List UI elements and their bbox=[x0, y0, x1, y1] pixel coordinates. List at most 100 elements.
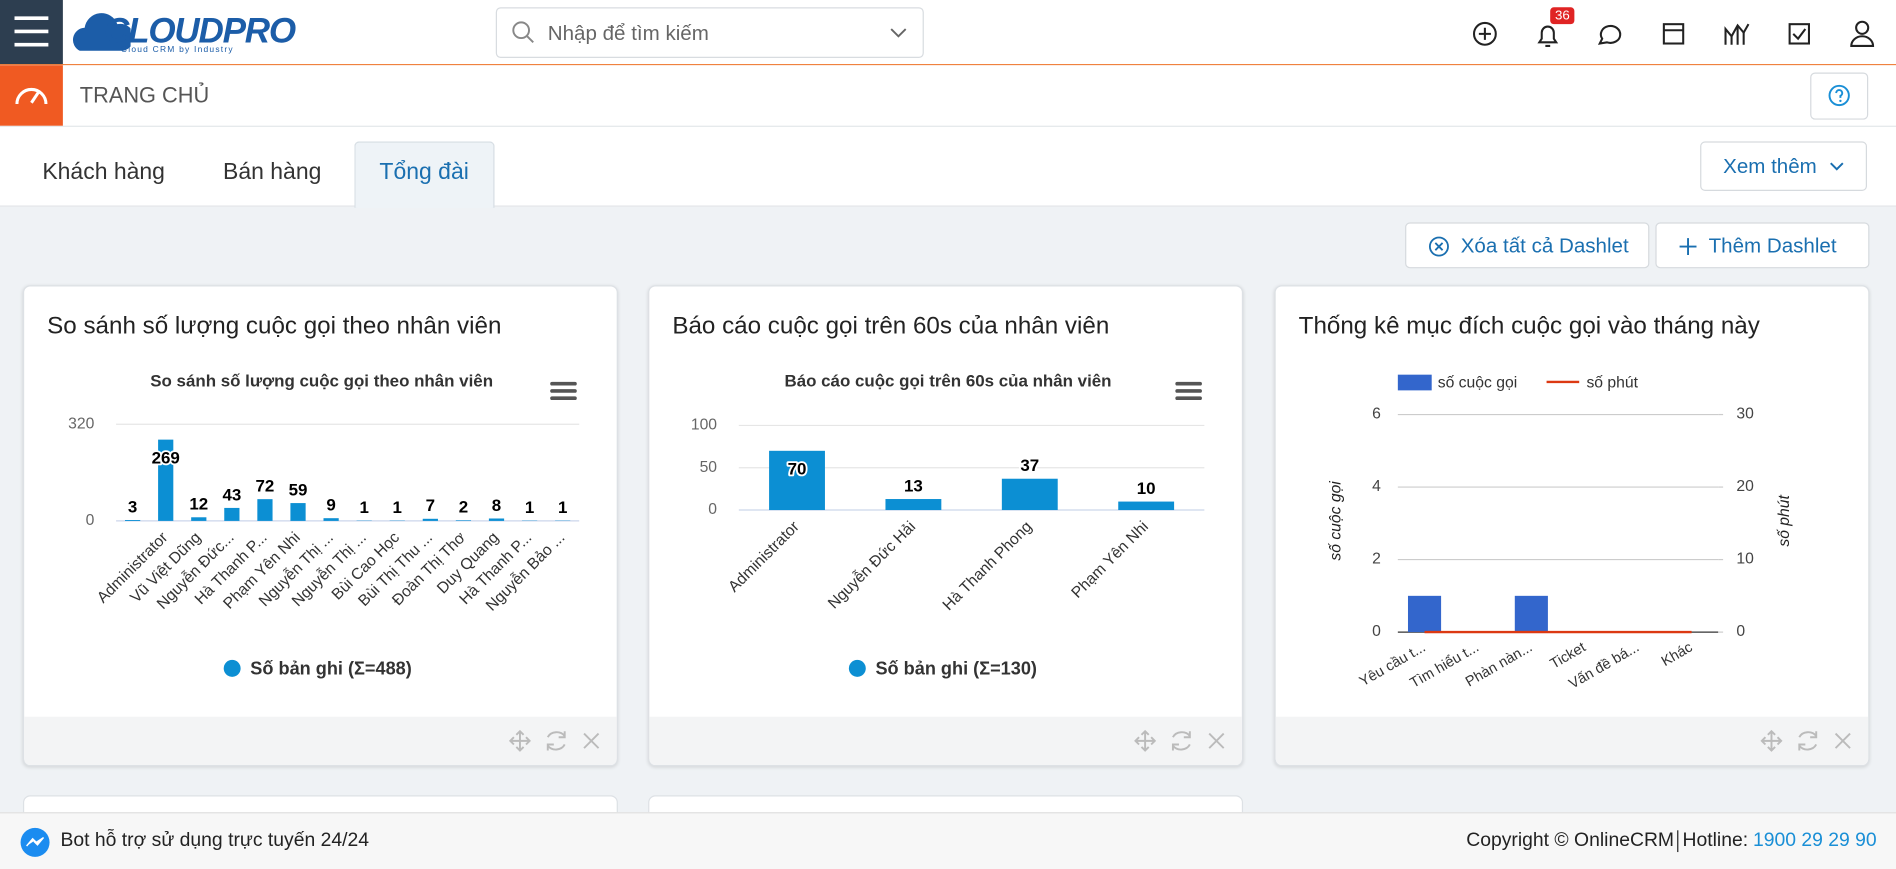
data-label: 1 bbox=[359, 498, 368, 517]
y2-tick-label: 20 bbox=[1736, 478, 1754, 495]
tool-icons bbox=[1134, 729, 1225, 752]
legend-symbol bbox=[848, 659, 866, 677]
dashlet-tools[interactable] bbox=[24, 717, 617, 765]
data-label: 7 bbox=[426, 496, 435, 515]
more-label: Xem thêm bbox=[1723, 154, 1817, 178]
close-icon bbox=[1834, 732, 1851, 749]
bar bbox=[191, 517, 207, 521]
dashboard-icon bbox=[0, 65, 63, 126]
bar bbox=[323, 518, 339, 521]
messenger-icon[interactable] bbox=[19, 827, 50, 858]
menu-button[interactable] bbox=[0, 0, 63, 65]
refresh-icon bbox=[546, 731, 566, 751]
y-tick-label: 0 bbox=[1372, 623, 1381, 640]
more-button[interactable]: Xem thêm bbox=[1700, 141, 1868, 191]
y-tick-label: 4 bbox=[1372, 478, 1381, 495]
help-button[interactable] bbox=[1810, 72, 1869, 120]
x-tick-label: Khác bbox=[1659, 640, 1696, 670]
close-icon bbox=[583, 732, 600, 749]
footer: Bot hỗ trợ sử dụng trực tuyến 24/24 Copy… bbox=[0, 812, 1896, 869]
button-label: Xóa tất cả Dashlet bbox=[1460, 234, 1629, 258]
tool-icons bbox=[508, 729, 600, 752]
refresh-icon bbox=[1798, 731, 1818, 751]
data-label: 9 bbox=[326, 496, 335, 515]
hotline-label: Hotline: bbox=[1682, 830, 1749, 851]
x-tick-label: Hà Thanh Phong bbox=[940, 518, 1036, 614]
chart-menu-icon bbox=[1175, 396, 1202, 401]
dashlet-title: Thống kê mục đích cuộc gọi vào tháng này bbox=[1298, 313, 1760, 340]
dashlet: So sánh số lượng cuộc gọi theo nhân viên… bbox=[22, 285, 618, 767]
chart-title: Báo cáo cuộc gọi trên 60s của nhân viên bbox=[784, 371, 1111, 390]
dashlet-tools[interactable] bbox=[649, 717, 1242, 765]
bar bbox=[257, 499, 273, 521]
y-tick-label: 0 bbox=[86, 512, 95, 529]
search-box[interactable]: Nhập để tìm kiếm bbox=[495, 7, 924, 59]
page-header: TRANG CHỦ bbox=[0, 65, 1896, 127]
toolbar-icons[interactable] bbox=[1463, 12, 1886, 56]
data-label: 70 bbox=[788, 460, 807, 479]
chart-menu-icon bbox=[550, 396, 577, 401]
legend-label: số cuộc gọi bbox=[1438, 374, 1517, 391]
data-label: 12 bbox=[189, 495, 208, 514]
dashlet-footer bbox=[24, 716, 617, 766]
data-label: 37 bbox=[1020, 456, 1039, 475]
tab[interactable]: Bán hàng bbox=[223, 159, 322, 185]
dashlet-footer bbox=[649, 716, 1242, 766]
top-bar: CLOUDPRO Cloud CRM by Industry Nhập để t… bbox=[0, 0, 1896, 66]
logo-tagline: Cloud CRM by Industry bbox=[120, 45, 234, 55]
dashlet-title: So sánh số lượng cuộc gọi theo nhân viên bbox=[47, 313, 502, 340]
dashlet: Thống kê mục đích cuộc gọi vào tháng này… bbox=[1274, 285, 1870, 767]
dashlet-tools[interactable] bbox=[1276, 717, 1869, 765]
bar bbox=[1514, 595, 1548, 633]
chart: Báo cáo cuộc gọi trên 60s của nhân viên 0… bbox=[691, 371, 1205, 678]
legend-label: Số bản ghi (Σ=130) bbox=[875, 658, 1036, 678]
close-icon bbox=[1208, 732, 1225, 749]
y-tick-label: 2 bbox=[1372, 551, 1381, 568]
tool-icons bbox=[1760, 729, 1851, 752]
y-tick-label: 0 bbox=[708, 501, 717, 518]
notification-badge: 36 bbox=[1550, 7, 1575, 25]
logo[interactable]: CLOUDPRO bbox=[103, 12, 296, 51]
bar bbox=[455, 520, 472, 521]
chart-menu-icon bbox=[550, 381, 577, 386]
data-label: 10 bbox=[1137, 479, 1156, 498]
tab[interactable]: Tổng đài bbox=[354, 141, 495, 208]
data-label: 13 bbox=[904, 476, 923, 495]
legend-symbol bbox=[1397, 374, 1432, 391]
move-icon bbox=[1134, 729, 1157, 752]
clear-dashlets-button[interactable]: Xóa tất cả Dashlet bbox=[1405, 222, 1650, 269]
dashlet-footer bbox=[1275, 716, 1869, 766]
chart: 0 2 4 6 0 10 20 30 số cuộc gọi số phút số cuộc gọi… bbox=[1327, 374, 1793, 692]
y-tick-label: 100 bbox=[691, 417, 717, 434]
dashlet-title: Báo cáo cuộc gọi trên 60s của nhân viên bbox=[672, 313, 1110, 340]
data-label: 269 bbox=[152, 448, 180, 467]
data-label: 72 bbox=[256, 477, 275, 496]
search-placeholder: Nhập để tìm kiếm bbox=[547, 21, 709, 45]
y2-tick-label: 0 bbox=[1736, 623, 1745, 640]
move-icon bbox=[1760, 729, 1783, 752]
add-dashlet-button[interactable]: Thêm Dashlet bbox=[1655, 222, 1870, 269]
logo-cloud bbox=[72, 13, 131, 51]
bar bbox=[125, 520, 141, 521]
x-tick-label: Phạm Yên Nhi bbox=[1069, 518, 1152, 601]
legend-symbol bbox=[223, 659, 241, 677]
legend-label: số phút bbox=[1586, 374, 1638, 391]
y-tick-label: 6 bbox=[1372, 406, 1381, 423]
y2-tick-label: 30 bbox=[1736, 406, 1754, 423]
tabs: Khách hàng Bán hàng Tổng đài bbox=[17, 141, 502, 208]
bar bbox=[885, 499, 942, 511]
bar bbox=[1001, 478, 1058, 511]
tab[interactable]: Khách hàng bbox=[42, 159, 165, 185]
data-label: 2 bbox=[459, 498, 468, 517]
data-label: 1 bbox=[558, 498, 567, 517]
dashlet: Báo cáo cuộc gọi trên 60s của nhân viên B… bbox=[648, 285, 1244, 767]
bot-text[interactable]: Bot hỗ trợ sử dụng trực tuyến 24/24 bbox=[60, 830, 370, 851]
bar bbox=[158, 439, 174, 521]
bar bbox=[488, 518, 505, 521]
bar bbox=[290, 503, 306, 521]
y2-tick-label: 10 bbox=[1736, 551, 1754, 568]
chart: So sánh số lượng cuộc gọi theo nhân viên… bbox=[68, 371, 580, 678]
hotline[interactable]: 1900 29 29 90 bbox=[1752, 830, 1877, 851]
chart-title: So sánh số lượng cuộc gọi theo nhân viên bbox=[150, 371, 493, 390]
